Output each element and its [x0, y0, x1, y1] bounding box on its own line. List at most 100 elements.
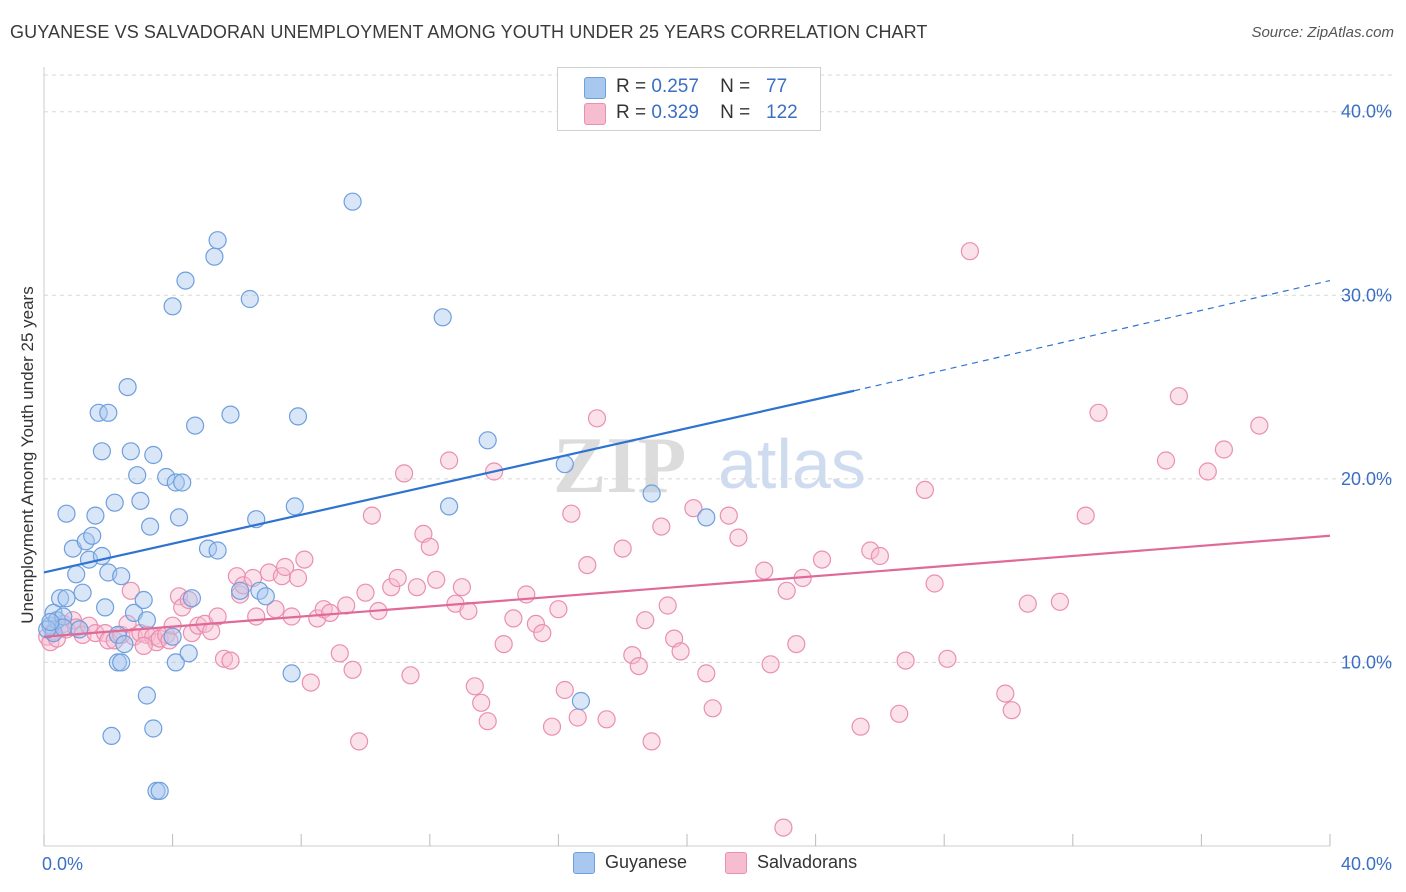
salvadoran-point: [452, 578, 471, 597]
guyanese-point: [118, 378, 137, 397]
salvadoran-point: [288, 568, 308, 588]
salvadoran-point: [121, 581, 140, 600]
salvadoran-point: [1250, 416, 1269, 435]
watermark-atlas: atlas: [718, 425, 866, 503]
salvadoran-point: [526, 614, 546, 634]
salvadoran-point: [658, 596, 677, 615]
guyanese-point: [166, 653, 185, 672]
y-tick-label: 20.0%: [1341, 469, 1392, 489]
guyanese-point: [433, 308, 452, 327]
legend-guyanese-n-label: N =: [720, 76, 751, 97]
guyanese-point: [282, 664, 301, 683]
salvadoran-point: [652, 517, 671, 536]
guyanese-point: [179, 644, 198, 663]
guyanese-point: [57, 589, 76, 608]
legend-salvadorans-n-label: N =: [720, 102, 751, 123]
salvadoran-point: [870, 546, 890, 566]
bottom-legend-swatch-salvadorans: [725, 852, 747, 875]
guyanese-point: [141, 517, 160, 536]
salvadoran-point: [494, 634, 513, 654]
guyanese-point: [144, 719, 163, 738]
salvadoran-point: [221, 651, 240, 670]
watermark-zip: ZIP: [553, 422, 686, 510]
guyanese-point: [343, 192, 362, 211]
salvadoran-point: [684, 499, 703, 518]
guyanese-point: [137, 611, 156, 630]
guyanese-point: [256, 587, 275, 606]
legend-salvadorans-n-value: 122: [766, 102, 798, 123]
guyanese-point: [163, 297, 182, 316]
salvadoran-point: [478, 712, 497, 731]
guyanese-point: [555, 455, 574, 474]
guyanese-point: [288, 407, 308, 426]
salvadoran-point: [549, 600, 568, 619]
salvadoran-point: [1002, 701, 1021, 720]
salvadoran-point: [134, 636, 153, 656]
salvadoran-point: [533, 623, 552, 643]
x-tick-label: 0.0%: [42, 854, 83, 874]
salvadoran-point: [1050, 592, 1070, 611]
guyanese-point: [131, 491, 150, 510]
guyanese-point: [83, 526, 102, 545]
guyanese-trend-line: [43, 389, 855, 574]
salvadoran-point: [504, 609, 523, 628]
correlation-legend: R = 0.257 N = 77 R = 0.329 N = 122: [557, 67, 821, 131]
guyanese-point: [231, 581, 250, 600]
guyanese-point: [186, 416, 205, 435]
legend-swatch-guyanese: [584, 77, 606, 99]
salvadoran-point: [440, 451, 459, 470]
guyanese-point: [240, 289, 259, 309]
salvadoran-point: [562, 504, 581, 523]
salvadoran-point: [729, 528, 748, 547]
guyanese-point: [173, 473, 192, 492]
salvadoran-point: [388, 568, 407, 588]
salvadoran-point: [234, 576, 253, 595]
guyanese-point: [121, 442, 140, 461]
y-axis-label: Unemployment Among Youth under 25 years: [18, 286, 37, 624]
salvadoran-point: [276, 557, 295, 577]
salvadoran-point: [330, 644, 349, 663]
guyanese-point: [128, 466, 147, 485]
guyanese-point: [89, 403, 108, 422]
salvadoran-point: [861, 541, 880, 560]
salvadoran-point: [295, 550, 314, 569]
salvadoran-point: [755, 561, 774, 580]
y-tick-label: 30.0%: [1341, 285, 1392, 305]
guyanese-point: [73, 583, 92, 602]
salvadoran-point: [356, 583, 375, 602]
salvadoran-point: [568, 708, 587, 727]
salvadoran-point: [719, 506, 738, 525]
salvadoran-point: [623, 645, 642, 665]
salvadoran-point: [787, 634, 806, 654]
guyanese-point: [86, 506, 105, 525]
guyanese-point: [157, 467, 176, 487]
salvadoran-point: [761, 655, 780, 674]
salvadoran-point: [777, 581, 796, 600]
salvadoran-point: [774, 818, 793, 837]
salvadoran-point: [925, 574, 944, 593]
guyanese-point: [150, 781, 169, 801]
salvadoran-point: [1089, 403, 1108, 422]
guyanese-point: [176, 271, 195, 290]
salvadoran-point: [812, 550, 832, 569]
salvadoran-point: [636, 611, 655, 630]
salvadoran-point: [420, 537, 439, 556]
salvadoran-point: [851, 717, 870, 736]
salvadoran-point: [301, 673, 320, 692]
salvadoran-point: [555, 680, 574, 700]
salvadoran-point: [1214, 440, 1234, 459]
salvadoran-point: [173, 598, 192, 617]
salvadoran-point: [179, 590, 198, 610]
salvadoran-point: [362, 506, 381, 525]
guyanese-point: [57, 504, 76, 523]
salvadoran-point: [427, 570, 446, 589]
y-tick-label: 10.0%: [1341, 652, 1392, 672]
salvadoran-point: [896, 651, 915, 670]
guyanese-point: [208, 231, 227, 250]
salvadoran-point: [517, 585, 536, 604]
legend-salvadorans-r-label: R =: [616, 102, 647, 123]
salvadoran-point: [915, 480, 935, 499]
salvadoran-point: [247, 607, 266, 626]
salvadoran-point: [697, 664, 716, 683]
salvadoran-point: [960, 242, 980, 261]
